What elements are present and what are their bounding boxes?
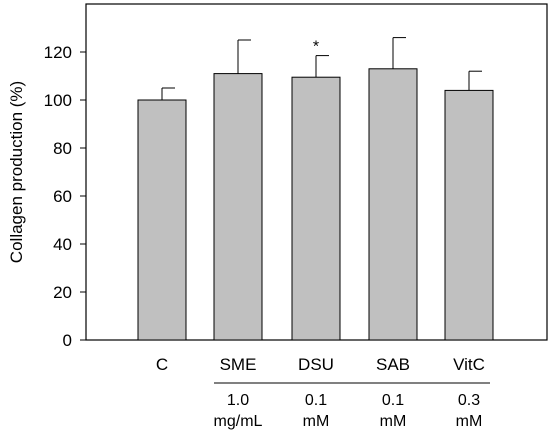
dose-unit: mM	[456, 413, 483, 430]
y-axis: 0 20 40 60 80 100 120	[44, 43, 86, 350]
dose-value: 0.1	[382, 392, 404, 409]
y-tick-label: 120	[44, 43, 72, 62]
x-tick-label: C	[156, 355, 168, 374]
significance-marker: *	[313, 39, 319, 56]
y-tick-label: 60	[53, 187, 72, 206]
bars: *	[137, 37, 494, 341]
y-tick-label: 80	[53, 139, 72, 158]
y-tick-label: 40	[53, 235, 72, 254]
x-tick-label: DSU	[298, 355, 334, 374]
dose-unit: mg/mL	[214, 413, 263, 430]
dose-value: 0.1	[305, 392, 327, 409]
y-tick-label: 0	[63, 331, 72, 350]
dose-value: 0.3	[458, 392, 480, 409]
y-axis-label: Collagen production (%)	[7, 81, 26, 263]
bar-vitc	[444, 89, 494, 341]
bar-sab	[368, 68, 418, 341]
x-tick-label: SME	[220, 355, 257, 374]
bar-c	[137, 99, 187, 341]
x-axis: C SME DSU SAB VitC	[156, 355, 485, 374]
dose-labels: 1.0 mg/mL 0.1 mM 0.1 mM 0.3 mM	[214, 392, 483, 430]
dose-unit: mM	[303, 413, 330, 430]
dose-value: 1.0	[227, 392, 249, 409]
y-tick-label: 100	[44, 91, 72, 110]
dose-unit: mM	[380, 413, 407, 430]
x-tick-label: VitC	[453, 355, 485, 374]
y-tick-label: 20	[53, 283, 72, 302]
bar-sme	[213, 73, 263, 341]
bar-dsu	[291, 76, 341, 341]
x-tick-label: SAB	[376, 355, 410, 374]
